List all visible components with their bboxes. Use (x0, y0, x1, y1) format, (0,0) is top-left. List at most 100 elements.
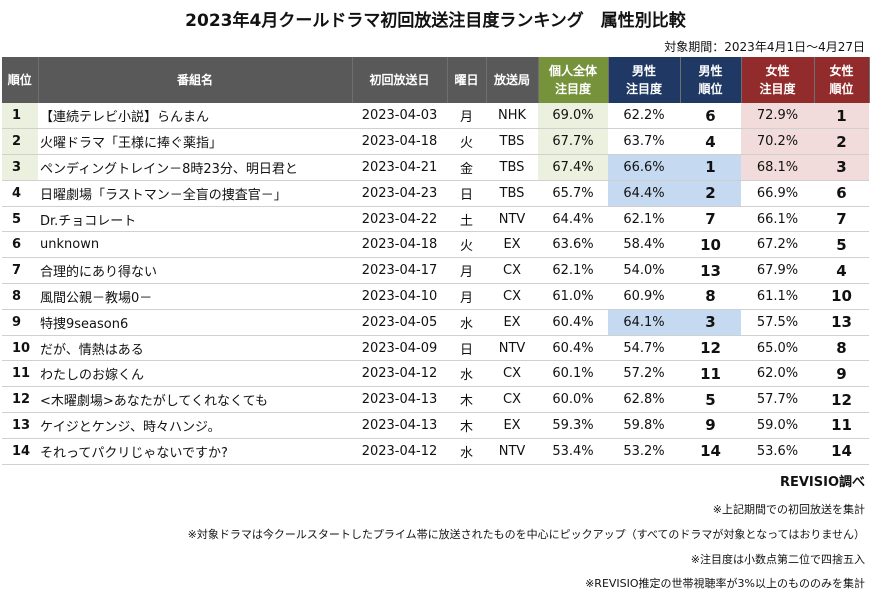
cell-first-air: 2023-04-23 (352, 180, 447, 207)
cell-female-rank: 6 (814, 180, 869, 207)
cell-weekday: 水 (447, 360, 486, 388)
table-row: 4 日曜劇場「ラストマン－全盲の捜査官－」 2023-04-23 日 TBS 65.7% 6… (2, 180, 869, 207)
cell-station: TBS (486, 154, 538, 181)
cell-male-rank: 9 (680, 412, 741, 439)
cell-station: CX (486, 360, 538, 388)
cell-male-rank: 5 (680, 386, 741, 414)
cell-female-attention: 61.1% (741, 283, 814, 310)
cell-rank: 14 (2, 438, 38, 465)
cell-program: <木曜劇場>あなたがしてくれなくても (38, 386, 352, 414)
cell-all-attention: 67.7% (538, 128, 608, 156)
cell-weekday: 木 (447, 412, 486, 439)
cell-station: CX (486, 386, 538, 414)
cell-male-attention: 57.2% (608, 360, 680, 388)
cell-all-attention: 53.4% (538, 438, 608, 465)
cell-female-attention: 66.1% (741, 206, 814, 233)
cell-male-rank: 14 (680, 438, 741, 465)
table-row: 14 それってパクリじゃないですか? 2023-04-12 水 NTV 53.4% 53.2… (2, 438, 869, 465)
cell-male-rank: 13 (680, 257, 741, 285)
cell-station: NTV (486, 206, 538, 233)
header-rank: 順位 (2, 57, 39, 103)
cell-male-rank: 11 (680, 360, 741, 388)
header-weekday: 曜日 (447, 57, 487, 103)
cell-first-air: 2023-04-13 (352, 386, 447, 414)
cell-female-rank: 1 (814, 103, 869, 130)
cell-female-rank: 13 (814, 309, 869, 336)
cell-female-attention: 53.6% (741, 438, 814, 465)
cell-all-attention: 62.1% (538, 257, 608, 285)
cell-first-air: 2023-04-03 (352, 103, 447, 130)
cell-male-rank: 2 (680, 180, 741, 207)
cell-female-rank: 8 (814, 335, 869, 362)
cell-rank: 4 (2, 180, 38, 207)
cell-all-attention: 60.1% (538, 360, 608, 388)
cell-male-attention: 59.8% (608, 412, 680, 439)
header-all-line1: 個人全体 (548, 64, 597, 78)
cell-rank: 11 (2, 360, 38, 388)
cell-male-attention: 64.4% (608, 180, 680, 207)
note-2: ※対象ドラマは今クールスタートしたプライム帯に放送されたものを中心にピックアップ… (187, 528, 865, 541)
header-female-line1: 女性 (765, 64, 790, 78)
cell-program: それってパクリじゃないですか? (38, 438, 352, 465)
cell-all-attention: 61.0% (538, 283, 608, 310)
cell-rank: 7 (2, 257, 38, 285)
cell-all-attention: 60.4% (538, 335, 608, 362)
cell-program: だが、情熱はある (38, 335, 352, 362)
cell-female-attention: 66.9% (741, 180, 814, 207)
header-program: 番組名 (38, 57, 353, 103)
cell-male-attention: 64.1% (608, 309, 680, 336)
header-male-line2: 注目度 (625, 82, 662, 96)
header-male-line1: 男性 (631, 64, 656, 78)
page-title: 2023年4月クールドラマ初回放送注目度ランキング 属性別比較 (185, 11, 686, 31)
cell-male-attention: 62.8% (608, 386, 680, 414)
cell-first-air: 2023-04-09 (352, 335, 447, 362)
cell-all-attention: 63.6% (538, 231, 608, 259)
header-row: 順位 番組名 初回放送日 曜日 放送局 個人全体 注目度 男性 注目度 男性 順位 女… (2, 57, 870, 103)
cell-male-rank: 4 (680, 128, 741, 156)
cell-all-attention: 59.3% (538, 412, 608, 439)
cell-program: 特捜9season6 (38, 309, 352, 336)
cell-weekday: 水 (447, 309, 486, 336)
period-note: 対象期間：2023年4月1日～4月27日 (664, 40, 865, 54)
header-male-attention: 男性 注目度 (608, 57, 681, 103)
cell-female-rank: 10 (814, 283, 869, 310)
table-row: 9 特捜9season6 2023-04-05 水 EX 60.4% 64.1% 3 57.5%… (2, 309, 869, 336)
cell-female-attention: 65.0% (741, 335, 814, 362)
cell-male-attention: 58.4% (608, 231, 680, 259)
cell-rank: 8 (2, 283, 38, 310)
cell-female-rank: 9 (814, 360, 869, 388)
cell-first-air: 2023-04-21 (352, 154, 447, 181)
cell-station: CX (486, 283, 538, 310)
cell-first-air: 2023-04-17 (352, 257, 447, 285)
table-row: 6 unknown 2023-04-18 火 EX 63.6% 58.4% 10 67.2% 5 (2, 231, 869, 259)
cell-female-rank: 3 (814, 154, 869, 181)
header-all-line2: 注目度 (554, 82, 591, 96)
cell-male-attention: 66.6% (608, 154, 680, 181)
cell-program: ペンディングトレイン－8時23分、明日君と (38, 154, 352, 181)
cell-male-rank: 12 (680, 335, 741, 362)
note-4: ※REVISIO推定の世帯視聴率が3%以上のもののみを集計 (585, 577, 865, 590)
cell-weekday: 日 (447, 335, 486, 362)
cell-female-attention: 67.9% (741, 257, 814, 285)
note-1: ※上記期間での初回放送を集計 (712, 503, 865, 516)
cell-male-rank: 1 (680, 154, 741, 181)
cell-program: 風間公親－教場0－ (38, 283, 352, 310)
cell-program: 【連続テレビ小説】らんまん (38, 103, 352, 130)
cell-station: TBS (486, 180, 538, 207)
cell-all-attention: 67.4% (538, 154, 608, 181)
table-body: 1 【連続テレビ小説】らんまん 2023-04-03 月 NHK 69.0% 62.2% 6 7… (2, 103, 869, 465)
table-row: 11 わたしのお嫁くん 2023-04-12 水 CX 60.1% 57.2% 11 62.0%… (2, 360, 869, 388)
table-row: 12 <木曜劇場>あなたがしてくれなくても 2023-04-13 木 CX 60.0% 62… (2, 386, 869, 414)
cell-female-rank: 4 (814, 257, 869, 285)
cell-station: TBS (486, 128, 538, 156)
cell-female-attention: 57.7% (741, 386, 814, 414)
cell-male-attention: 54.0% (608, 257, 680, 285)
note-3: ※注目度は小数点第二位で四捨五入 (690, 553, 865, 566)
cell-weekday: 火 (447, 231, 486, 259)
cell-female-attention: 67.2% (741, 231, 814, 259)
cell-female-attention: 68.1% (741, 154, 814, 181)
cell-weekday: 木 (447, 386, 486, 414)
header-all-attention: 個人全体 注目度 (538, 57, 609, 103)
cell-rank: 2 (2, 128, 38, 156)
cell-program: 合理的にあり得ない (38, 257, 352, 285)
